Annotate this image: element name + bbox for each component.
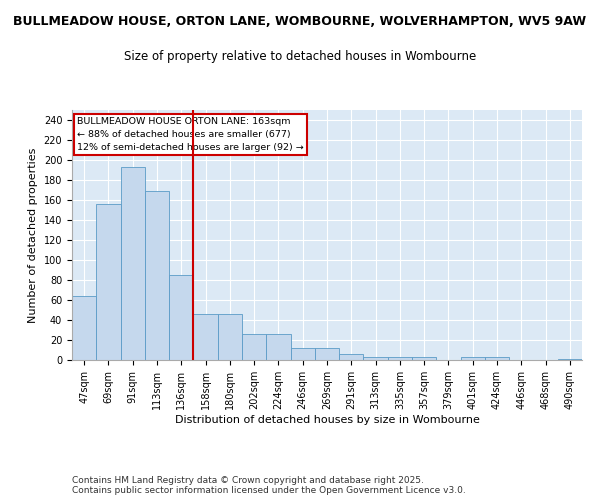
Bar: [290, 348, 315, 360]
Bar: [388, 357, 412, 360]
Bar: [412, 357, 436, 360]
Bar: [72, 296, 96, 360]
Bar: [218, 314, 242, 360]
Bar: [121, 167, 145, 360]
Bar: [145, 191, 169, 360]
Bar: [558, 359, 582, 360]
Bar: [315, 348, 339, 360]
Bar: [96, 204, 121, 360]
Text: BULLMEADOW HOUSE, ORTON LANE, WOMBOURNE, WOLVERHAMPTON, WV5 9AW: BULLMEADOW HOUSE, ORTON LANE, WOMBOURNE,…: [13, 15, 587, 28]
Text: Contains HM Land Registry data © Crown copyright and database right 2025.
Contai: Contains HM Land Registry data © Crown c…: [72, 476, 466, 495]
Bar: [169, 275, 193, 360]
Bar: [339, 354, 364, 360]
X-axis label: Distribution of detached houses by size in Wombourne: Distribution of detached houses by size …: [175, 414, 479, 424]
Bar: [266, 334, 290, 360]
Bar: [193, 314, 218, 360]
Text: BULLMEADOW HOUSE ORTON LANE: 163sqm
← 88% of detached houses are smaller (677)
1: BULLMEADOW HOUSE ORTON LANE: 163sqm ← 88…: [77, 118, 304, 152]
Text: Size of property relative to detached houses in Wombourne: Size of property relative to detached ho…: [124, 50, 476, 63]
Bar: [242, 334, 266, 360]
Y-axis label: Number of detached properties: Number of detached properties: [28, 148, 38, 322]
Bar: [485, 357, 509, 360]
Bar: [461, 357, 485, 360]
Bar: [364, 357, 388, 360]
